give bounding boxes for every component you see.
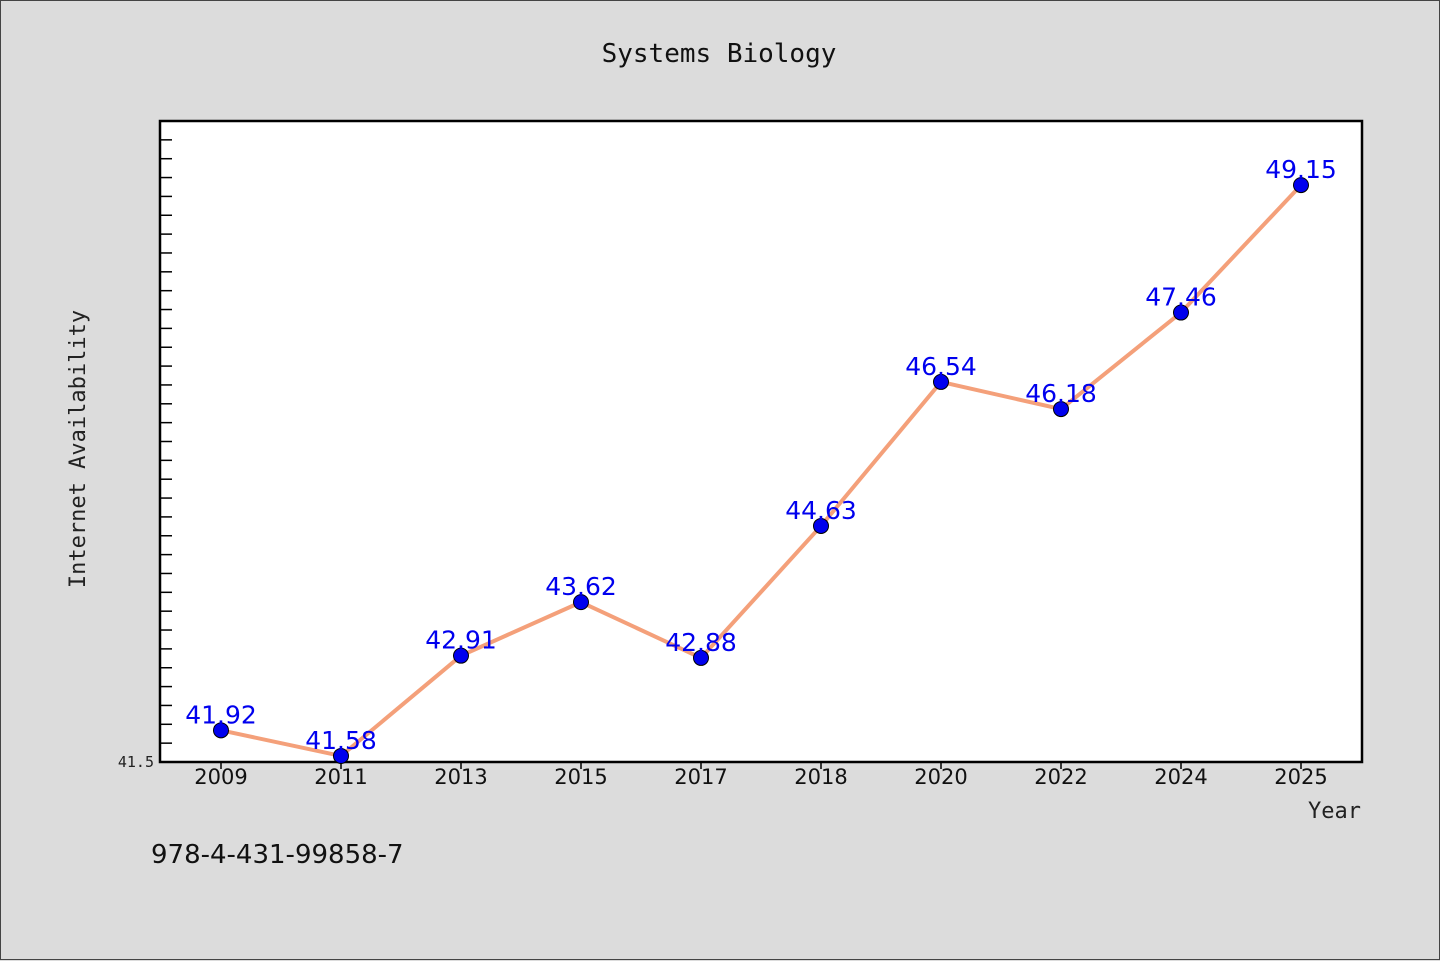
chart-title: Systems Biology	[602, 39, 837, 69]
y-axis-ticks	[160, 120, 172, 763]
data-label-2020: 46.54	[905, 352, 977, 381]
data-labels: 41.92 41.58 42.91 43.62 42.88 44.63 46.54 46.18…	[185, 155, 1337, 755]
data-label-2009: 41.92	[185, 700, 257, 729]
data-label-2017: 42.88	[665, 628, 737, 657]
data-label-2013: 42.91	[425, 626, 497, 655]
data-point-2024	[1173, 304, 1189, 321]
data-point-2025	[1293, 177, 1309, 194]
x-tick-label-2013: 2013	[434, 765, 487, 789]
y-tick-label: 41.5	[118, 753, 154, 771]
series-line	[219, 183, 1303, 758]
data-points	[213, 177, 1309, 764]
data-label-2022: 46.18	[1025, 379, 1097, 408]
x-tick-label-2015: 2015	[554, 765, 607, 789]
data-label-2015: 43.62	[545, 572, 617, 601]
data-label-2024: 47.46	[1145, 283, 1217, 312]
x-axis-label: Year	[1308, 799, 1361, 824]
data-point-2013	[453, 647, 469, 664]
x-axis-ticks	[220, 762, 1302, 769]
x-tick-label-2009: 2009	[194, 765, 247, 789]
x-tick-label-2018: 2018	[794, 765, 847, 789]
x-tick-label-2011: 2011	[314, 765, 367, 789]
x-tick-label-2017: 2017	[674, 765, 727, 789]
data-label-2011: 41.58	[305, 726, 377, 755]
x-tick-label-2020: 2020	[914, 765, 967, 789]
data-point-2011	[333, 747, 349, 764]
data-point-2015	[573, 594, 589, 611]
data-point-2009	[213, 722, 229, 739]
y-axis-label: Internet Availability	[66, 310, 91, 588]
footnote-isbn: 978-4-431-99858-7	[151, 840, 404, 870]
data-label-2025: 49.15	[1265, 155, 1337, 184]
x-tick-label-2022: 2022	[1034, 765, 1087, 789]
x-tick-label-2024: 2024	[1154, 765, 1207, 789]
x-tick-labels: 2009 2011 2013 2015 2017 2018 2020 2022 2024 2025	[194, 765, 1327, 789]
data-point-2020	[933, 373, 949, 390]
data-point-2022	[1053, 401, 1069, 418]
x-tick-label-2025: 2025	[1274, 765, 1327, 789]
data-point-2018	[813, 517, 829, 534]
data-label-2018: 44.63	[785, 496, 857, 525]
plot-area	[158, 119, 1364, 764]
data-point-2017	[693, 649, 709, 666]
